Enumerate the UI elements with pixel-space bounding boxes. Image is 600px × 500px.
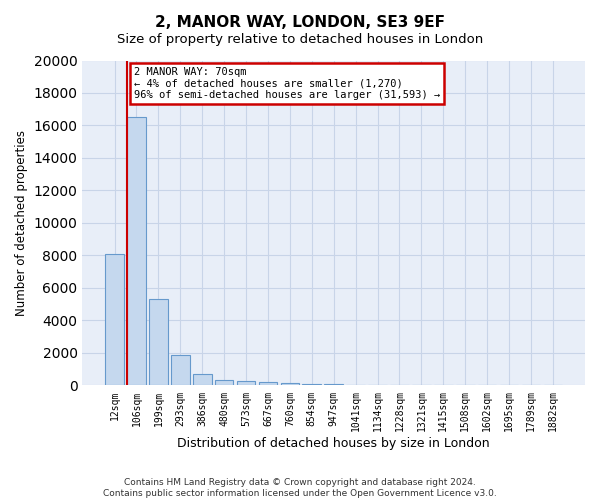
Bar [171, 356, 190, 386]
Text: Size of property relative to detached houses in London: Size of property relative to detached ho… [117, 32, 483, 46]
Text: 2, MANOR WAY, LONDON, SE3 9EF: 2, MANOR WAY, LONDON, SE3 9EF [155, 15, 445, 30]
Text: Contains HM Land Registry data © Crown copyright and database right 2024.
Contai: Contains HM Land Registry data © Crown c… [103, 478, 497, 498]
X-axis label: Distribution of detached houses by size in London: Distribution of detached houses by size … [178, 437, 490, 450]
Bar [325, 384, 343, 386]
Bar [302, 384, 321, 386]
Bar [149, 300, 168, 386]
Y-axis label: Number of detached properties: Number of detached properties [15, 130, 28, 316]
Bar [346, 385, 365, 386]
Bar [127, 118, 146, 386]
Text: 2 MANOR WAY: 70sqm
← 4% of detached houses are smaller (1,270)
96% of semi-detac: 2 MANOR WAY: 70sqm ← 4% of detached hous… [134, 67, 440, 100]
Bar [193, 374, 212, 386]
Bar [215, 380, 233, 386]
Bar [281, 383, 299, 386]
Bar [105, 254, 124, 386]
Bar [237, 381, 256, 386]
Bar [259, 382, 277, 386]
